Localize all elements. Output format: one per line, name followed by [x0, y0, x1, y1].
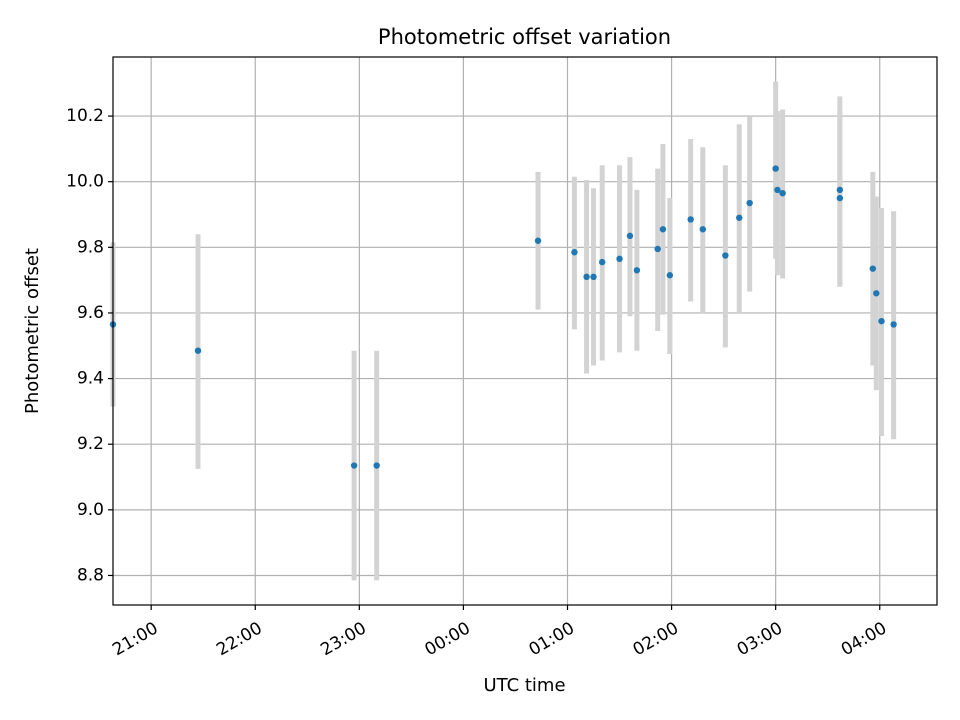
y-tick-label: 9.2: [77, 434, 104, 454]
data-point: [659, 226, 667, 233]
data-point: [836, 194, 844, 202]
data-point: [616, 255, 623, 263]
data-point: [836, 186, 844, 194]
data-point: [699, 226, 707, 233]
y-tick-label: 9.4: [77, 369, 104, 389]
data-point: [534, 237, 542, 244]
data-point: [666, 272, 674, 279]
data-point: [774, 186, 781, 194]
data-point: [590, 273, 597, 281]
chart-title: Photometric offset variation: [378, 25, 671, 49]
data-point: [869, 265, 877, 272]
data-point: [350, 462, 358, 469]
data-point: [878, 317, 885, 325]
data-point: [598, 258, 606, 266]
y-tick-label: 9.6: [77, 303, 104, 323]
data-point: [626, 232, 634, 240]
data-point: [746, 199, 753, 207]
y-axis-label: Photometric offset: [22, 248, 43, 414]
y-tick-label: 10.0: [66, 172, 104, 192]
y-tick-label: 9.8: [77, 237, 104, 257]
data-point: [373, 462, 380, 469]
data-point: [583, 273, 590, 281]
data-point: [736, 214, 743, 221]
data-point: [194, 347, 202, 354]
data-point: [772, 165, 779, 172]
data-point: [890, 321, 897, 328]
y-tick-label: 9.0: [77, 500, 104, 520]
data-point: [873, 290, 880, 297]
y-tick-label: 10.2: [66, 106, 104, 126]
plot-frame: [112, 56, 938, 606]
data-point: [722, 252, 729, 259]
data-point: [779, 189, 786, 197]
data-point: [654, 245, 661, 253]
x-axis-label: UTC time: [483, 675, 565, 696]
data-point: [633, 267, 641, 274]
y-tick-label: 8.8: [77, 565, 104, 585]
data-points: [109, 165, 897, 469]
data-point: [687, 216, 694, 223]
y-axis-ticks: 8.8 9.0 9.2 9.4 9.6 9.8 10.0 10.2: [66, 106, 113, 585]
data-point: [571, 249, 578, 256]
